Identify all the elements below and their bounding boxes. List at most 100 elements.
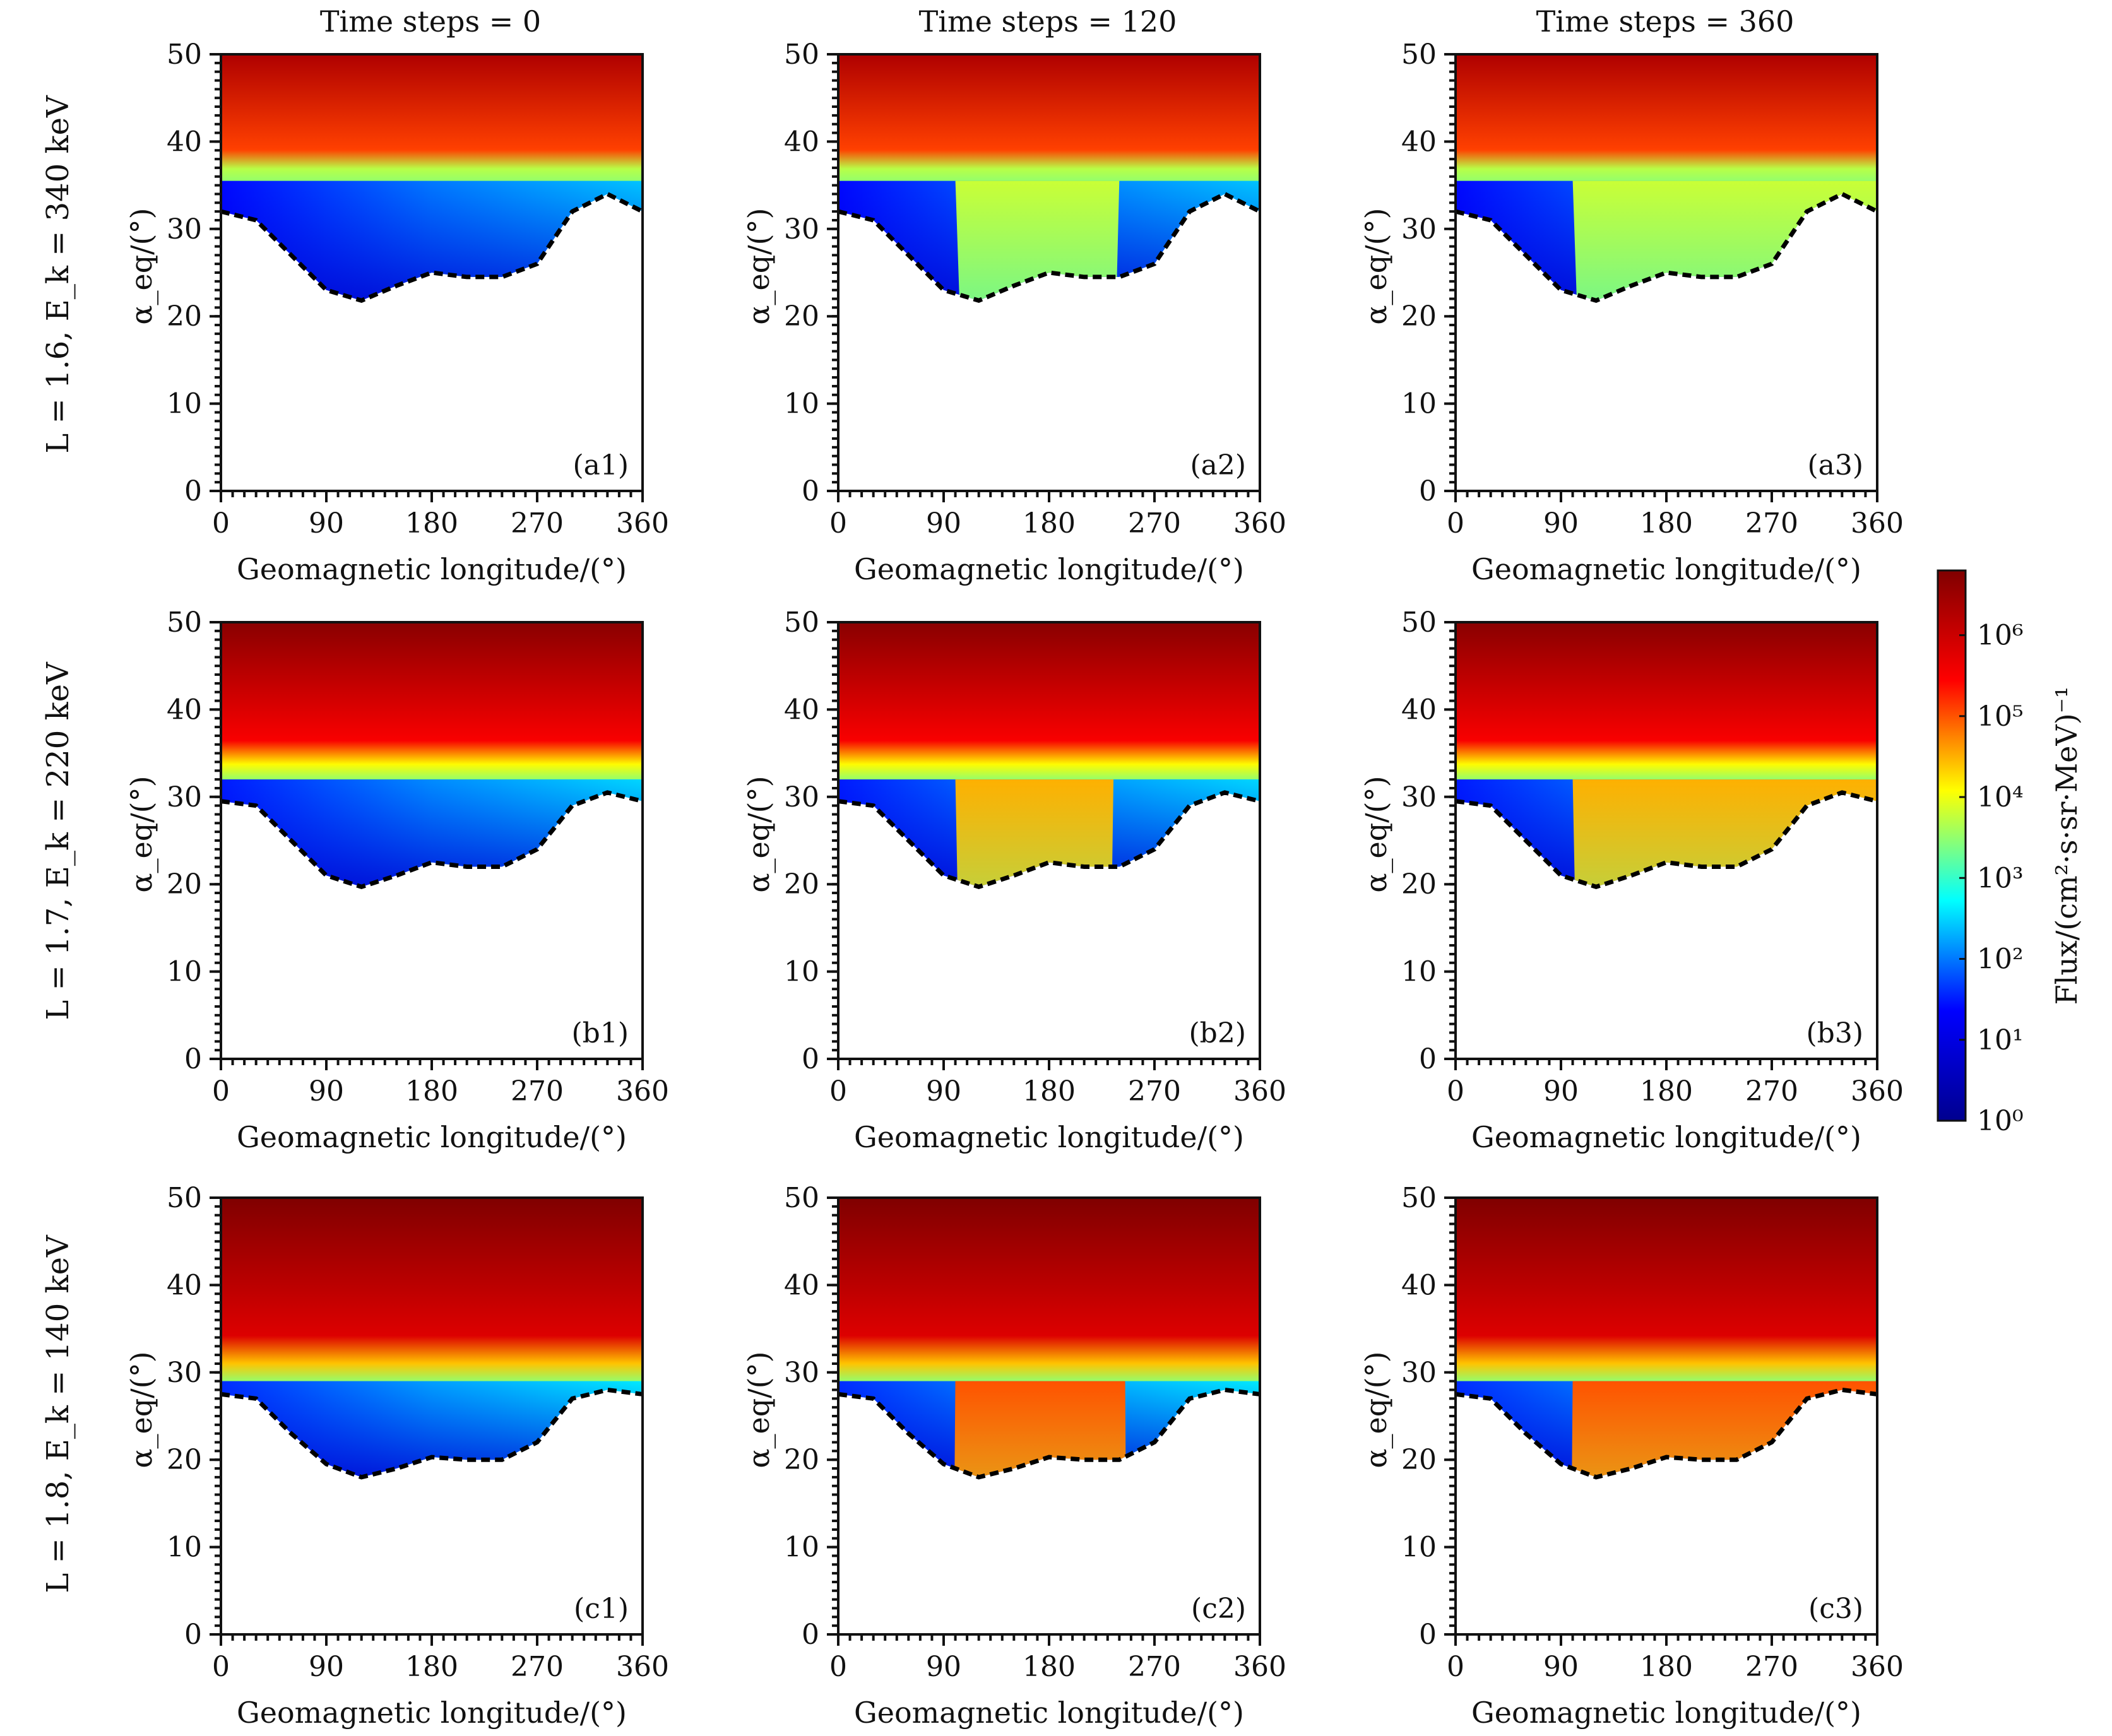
y-tick-label: 0 <box>184 1619 202 1651</box>
panel-label: (a3) <box>1807 449 1863 481</box>
panel-c3: 0 10 20 30 40 50 0 90 180 270 360 Geomagnetic longi… <box>1359 1182 1904 1730</box>
y-tick-label: 10 <box>167 388 202 420</box>
x-tick-label: 90 <box>1543 1075 1579 1107</box>
y-tick-label: 0 <box>802 1043 819 1075</box>
x-tick-label: 180 <box>405 1651 458 1683</box>
y-axis-title: α_eq/(°) <box>124 1351 158 1468</box>
x-axis-title: Geomagnetic longitude/(°) <box>854 1696 1244 1730</box>
x-tick-label: 270 <box>1128 507 1181 540</box>
y-tick-label: 10 <box>167 956 202 988</box>
y-tick-label: 10 <box>784 956 819 988</box>
x-tick-label: 180 <box>1023 1651 1076 1683</box>
trapped-flux-band <box>1456 1198 1877 1382</box>
drift-loss-cone-boundary <box>1456 1387 1877 1480</box>
x-tick-label: 180 <box>1640 507 1693 540</box>
y-tick-label: 0 <box>184 1043 202 1075</box>
x-tick-label: 360 <box>1233 1651 1286 1683</box>
x-axis-title: Geomagnetic longitude/(°) <box>1471 1696 1861 1730</box>
y-tick-label: 40 <box>784 126 819 158</box>
enhanced-flux-fill <box>955 779 1114 887</box>
y-axis-title: α_eq/(°) <box>742 776 776 892</box>
x-tick-label: 360 <box>1851 507 1904 540</box>
x-tick-label: 90 <box>309 507 344 540</box>
y-tick-label: 20 <box>1401 300 1437 333</box>
column-title-3: Time steps = 360 <box>1536 4 1795 38</box>
x-axis-title: Geomagnetic longitude/(°) <box>237 1120 627 1154</box>
x-axis-title: Geomagnetic longitude/(°) <box>1471 552 1861 586</box>
y-tick-label: 50 <box>784 606 819 639</box>
y-tick-label: 40 <box>167 126 202 158</box>
boundary-shading <box>221 1381 643 1477</box>
x-tick-label: 270 <box>511 507 564 540</box>
y-tick-label: 40 <box>1401 694 1437 726</box>
y-tick-label: 10 <box>784 388 819 420</box>
x-tick-label: 90 <box>1543 1651 1579 1683</box>
x-tick-label: 0 <box>829 507 847 540</box>
panel-b2: 0 10 20 30 40 50 0 90 180 270 360 Geomagnetic longi… <box>742 606 1286 1154</box>
panel-c1: 0 10 20 30 40 50 0 90 180 270 360 Geomagnetic longi… <box>124 1182 669 1730</box>
x-tick-label: 360 <box>616 507 669 540</box>
y-tick-label: 0 <box>802 1619 819 1651</box>
row-title-1: L = 1.6, E_k = 340 keV <box>40 95 76 454</box>
panel-label: (c3) <box>1808 1593 1863 1625</box>
y-tick-label: 30 <box>1401 1357 1437 1389</box>
x-axis-title: Geomagnetic longitude/(°) <box>1471 1120 1861 1154</box>
colorbar-tick-label: 10⁵ <box>1977 700 2024 733</box>
y-tick-label: 50 <box>167 606 202 639</box>
y-tick-label: 30 <box>1401 213 1437 245</box>
x-tick-label: 180 <box>1640 1075 1693 1107</box>
x-tick-label: 0 <box>1447 1651 1464 1683</box>
panel-a2: 0 10 20 30 40 50 0 90 180 270 360 Geomagnetic longi… <box>742 38 1286 586</box>
y-tick-label: 40 <box>1401 1269 1437 1301</box>
enhanced-flux-region <box>953 1381 1127 1477</box>
y-tick-label: 30 <box>167 213 202 245</box>
panel-a1: 0 10 20 30 40 50 0 90 180 270 360 Geomagnetic longi… <box>124 38 669 586</box>
y-tick-label: 10 <box>1401 388 1437 420</box>
colorbar-tick-label: 10⁰ <box>1977 1105 2024 1137</box>
y-tick-label: 20 <box>784 868 819 900</box>
x-tick-label: 270 <box>1128 1075 1181 1107</box>
y-tick-label: 20 <box>784 1444 819 1476</box>
colorbar-tick-label: 10⁴ <box>1977 781 2024 813</box>
enhanced-flux-region <box>955 779 1114 887</box>
x-tick-label: 270 <box>1745 507 1798 540</box>
enhanced-flux-region <box>955 180 1120 301</box>
y-tick-label: 0 <box>802 475 819 507</box>
enhanced-flux-fill <box>953 1381 1127 1477</box>
panel-c2: 0 10 20 30 40 50 0 90 180 270 360 Geomagnetic longi… <box>742 1182 1286 1730</box>
drift-loss-cone-boundary <box>838 1387 1260 1480</box>
y-tick-label: 30 <box>167 1357 202 1389</box>
y-tick-label: 0 <box>1419 1043 1437 1075</box>
x-axis-title: Geomagnetic longitude/(°) <box>854 1120 1244 1154</box>
plot-area-b1 <box>221 622 643 1059</box>
enhanced-flux-fill <box>955 180 1120 301</box>
x-tick-label: 360 <box>1851 1651 1904 1683</box>
x-axis-title: Geomagnetic longitude/(°) <box>237 1696 627 1730</box>
row-title-2: L = 1.7, E_k = 220 keV <box>40 661 76 1020</box>
plot-area-b2 <box>838 622 1260 1059</box>
x-tick-label: 360 <box>1851 1075 1904 1107</box>
x-tick-label: 360 <box>1233 507 1286 540</box>
y-tick-label: 50 <box>1401 1182 1437 1214</box>
y-tick-label: 40 <box>784 1269 819 1301</box>
y-tick-label: 20 <box>1401 868 1437 900</box>
x-tick-label: 180 <box>405 1075 458 1107</box>
panel-label: (c1) <box>574 1593 629 1625</box>
y-tick-label: 30 <box>784 213 819 245</box>
trapped-flux-band <box>1456 622 1877 781</box>
x-tick-label: 0 <box>829 1651 847 1683</box>
panel-b3: 0 10 20 30 40 50 0 90 180 270 360 Geomagnetic longi… <box>1359 606 1904 1154</box>
y-tick-label: 10 <box>167 1532 202 1564</box>
drift-loss-cone-boundary <box>838 790 1260 890</box>
x-tick-label: 360 <box>616 1651 669 1683</box>
trapped-flux-band <box>838 622 1260 781</box>
plot-area-c1 <box>221 1198 643 1634</box>
drift-loss-cone-boundary <box>221 191 643 304</box>
y-axis-title: α_eq/(°) <box>742 1351 776 1468</box>
x-tick-label: 270 <box>1128 1651 1181 1683</box>
drift-loss-cone-boundary <box>838 191 1260 304</box>
x-tick-label: 0 <box>212 1651 230 1683</box>
x-tick-label: 270 <box>511 1651 564 1683</box>
colorbar-label: Flux/(cm²·s·sr·MeV)⁻¹ <box>2050 687 2084 1005</box>
